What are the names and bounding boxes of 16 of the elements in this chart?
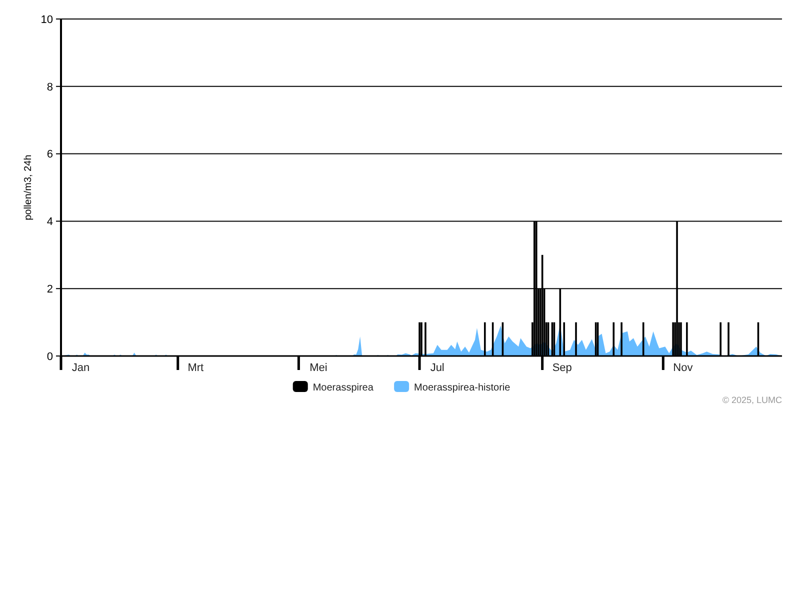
x-tick-label: Mei [310,362,328,374]
y-axis-title: pollen/m3, 24h [23,154,34,220]
x-tick-label: Sep [552,362,572,374]
text: © 2025, LUMC [722,395,782,406]
y-tick-label: 6 [46,148,53,161]
x-tick-label: Nov [673,362,694,374]
y-tick-label: 0 [46,350,53,363]
legend-label: Moerasspirea-historie [414,382,511,394]
y-tick-label: 8 [46,81,53,94]
y-tick-label: 2 [46,283,53,296]
legend-label: Moerasspirea [312,382,374,394]
x-tick-label: Jul [430,362,444,374]
y-tick-label: 10 [40,14,53,26]
x-tick-label: Mrt [188,362,204,374]
y-tick-label: 4 [46,216,53,228]
x-tick-label: Jan [72,362,90,374]
